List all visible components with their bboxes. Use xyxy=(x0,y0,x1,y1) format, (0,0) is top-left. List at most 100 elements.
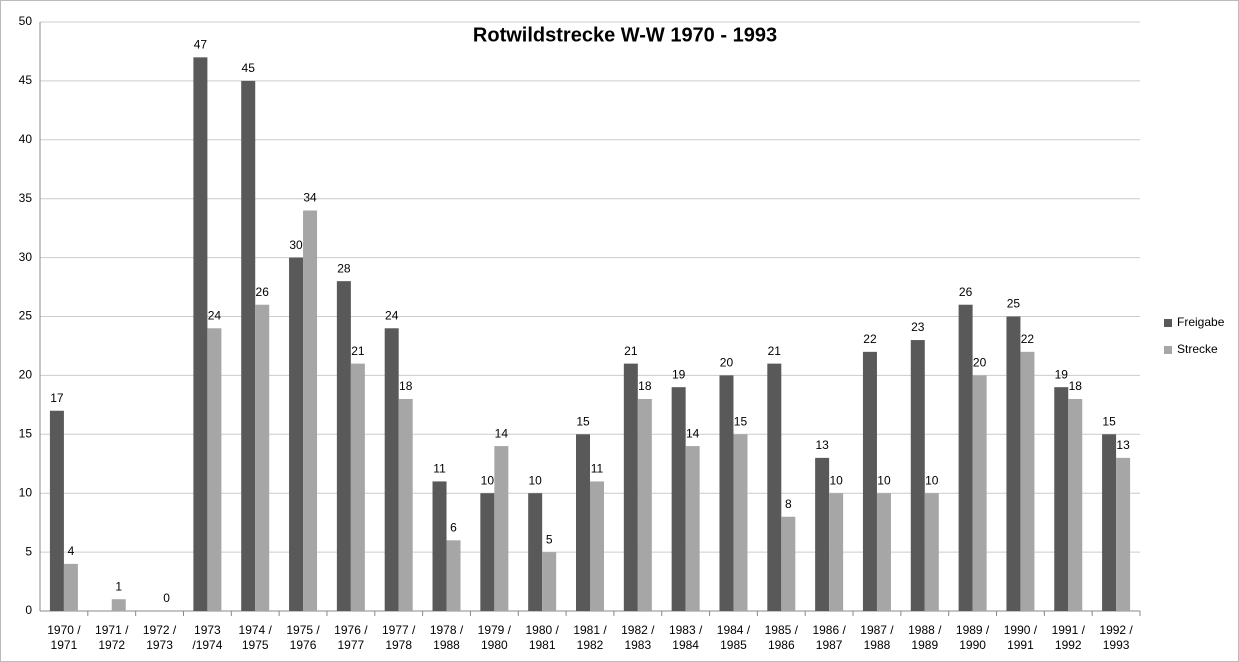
bar xyxy=(1116,457,1131,611)
bar xyxy=(924,493,939,611)
bar xyxy=(685,446,700,611)
data-label: 24 xyxy=(208,308,222,322)
bar xyxy=(255,304,270,611)
x-tick-label: 1982 / 1983 xyxy=(621,623,655,652)
bar xyxy=(623,363,638,611)
bar xyxy=(972,375,987,611)
y-tick-label: 50 xyxy=(19,14,33,28)
y-tick-label: 5 xyxy=(25,544,32,558)
bar xyxy=(207,328,222,611)
y-tick-label: 25 xyxy=(19,309,33,323)
data-label: 45 xyxy=(242,61,256,75)
bar xyxy=(336,281,351,611)
data-label: 10 xyxy=(877,473,891,487)
data-label: 21 xyxy=(624,344,638,358)
x-tick-label: 1970 / 1971 xyxy=(47,623,81,652)
x-tick-label: 1973 /1974 xyxy=(192,623,223,652)
x-tick-label: 1988 / 1989 xyxy=(908,623,942,652)
data-label: 14 xyxy=(686,426,700,440)
x-tick-label: 1978 / 1988 xyxy=(429,623,464,652)
bar xyxy=(1006,316,1021,611)
bar xyxy=(63,563,78,611)
y-tick-label: 15 xyxy=(19,426,33,440)
legend-swatch xyxy=(1164,346,1172,354)
x-tick-label: 1983 / 1984 xyxy=(668,623,703,652)
bar xyxy=(384,328,399,611)
x-tick-label: 1985 / 1986 xyxy=(764,623,798,652)
data-label: 34 xyxy=(303,191,317,205)
y-tick-label: 30 xyxy=(19,250,33,264)
bar xyxy=(193,57,208,611)
bar xyxy=(111,599,126,611)
x-tick-label: 1986 / 1987 xyxy=(812,623,846,652)
bar xyxy=(480,493,495,611)
bar xyxy=(637,398,652,611)
bar xyxy=(767,363,782,611)
bar xyxy=(829,493,844,611)
x-tick-label: 1976 / 1977 xyxy=(334,623,368,652)
bar xyxy=(576,434,590,611)
x-tick-label: 1989 / 1990 xyxy=(955,623,990,652)
x-tick-label: 1992 / 1993 xyxy=(1099,623,1133,652)
data-label: 13 xyxy=(1116,438,1130,452)
bar xyxy=(910,340,925,611)
bar xyxy=(1068,398,1083,611)
data-label: 21 xyxy=(768,344,782,358)
bar xyxy=(432,481,447,611)
x-tick-label: 1987 / 1988 xyxy=(860,623,894,652)
legend-swatch xyxy=(1164,319,1172,327)
data-label: 10 xyxy=(829,473,843,487)
data-label: 15 xyxy=(576,414,590,428)
data-label: 17 xyxy=(50,391,64,405)
bar xyxy=(1020,351,1035,611)
x-tick-label: 1990 / 1991 xyxy=(1003,623,1038,652)
x-tick-label: 1975 / 1976 xyxy=(286,623,320,652)
bar xyxy=(958,304,973,611)
x-tick-label: 1979 / 1980 xyxy=(477,623,512,652)
legend-label: Freigabe xyxy=(1177,315,1225,329)
data-label: 18 xyxy=(399,379,413,393)
data-label: 5 xyxy=(546,532,553,546)
data-label: 26 xyxy=(256,285,270,299)
bar xyxy=(494,446,509,611)
bar xyxy=(862,351,877,611)
y-tick-label: 20 xyxy=(19,368,33,382)
data-label: 28 xyxy=(337,261,351,275)
bar xyxy=(350,363,365,611)
y-tick-label: 35 xyxy=(19,191,33,205)
data-label: 21 xyxy=(351,344,365,358)
data-label: 18 xyxy=(1069,379,1083,393)
y-tick-label: 10 xyxy=(19,485,33,499)
data-label: 14 xyxy=(495,426,509,440)
data-label: 23 xyxy=(911,320,925,334)
x-tick-label: 1984 / 1985 xyxy=(716,623,751,652)
x-tick-label: 1991 / 1992 xyxy=(1051,623,1085,652)
x-tick-label: 1981 / 1982 xyxy=(573,623,607,652)
bar xyxy=(590,481,604,611)
bar xyxy=(1054,387,1069,611)
bar xyxy=(781,516,796,611)
bar xyxy=(241,80,256,611)
data-label: 22 xyxy=(863,332,877,346)
bar xyxy=(542,552,557,611)
bar xyxy=(289,257,304,611)
data-label: 15 xyxy=(1102,414,1116,428)
data-label: 10 xyxy=(481,473,495,487)
data-label: 22 xyxy=(1021,332,1035,346)
data-label: 26 xyxy=(959,285,973,299)
bar xyxy=(733,434,748,611)
bar xyxy=(815,457,830,611)
y-tick-label: 40 xyxy=(19,132,33,146)
data-label: 6 xyxy=(450,520,457,534)
data-label: 19 xyxy=(1055,367,1069,381)
x-tick-label: 1974 / 1975 xyxy=(238,623,272,652)
data-label: 15 xyxy=(734,414,748,428)
data-label: 10 xyxy=(528,473,542,487)
bar xyxy=(303,210,318,612)
bar xyxy=(49,410,64,611)
data-label: 0 xyxy=(163,591,170,605)
data-label: 18 xyxy=(638,379,652,393)
data-label: 47 xyxy=(194,38,208,52)
